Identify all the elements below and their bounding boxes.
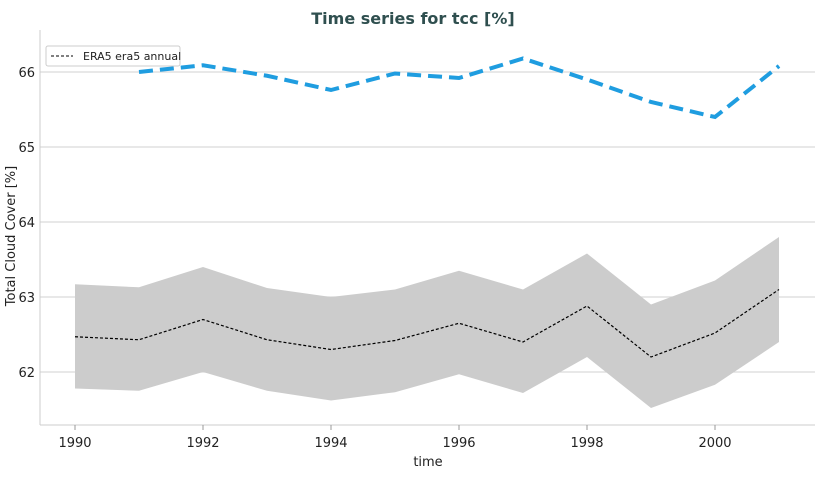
y-tick-label: 66 — [18, 66, 35, 81]
axes: 62 63 64 65 66 1990 1992 1994 1996 1998 2000 — [18, 30, 815, 451]
blue-dashed-line — [138, 56, 781, 120]
legend: ERA5 era5 annual — [45, 45, 181, 67]
era5-annual-line — [74, 289, 780, 358]
x-tick-label: 2000 — [698, 436, 731, 451]
x-tick-label: 1998 — [570, 436, 603, 451]
y-tick-label: 62 — [18, 366, 35, 381]
chart-title: Time series for tcc [%] — [311, 9, 514, 28]
y-axis-label: Total Cloud Cover [%] — [4, 166, 19, 307]
x-tick-label: 1996 — [442, 436, 475, 451]
y-tick-label: 63 — [18, 291, 35, 306]
x-tick-label: 1994 — [314, 436, 347, 451]
y-tick-label: 65 — [18, 141, 35, 156]
spread-band-area — [75, 237, 779, 408]
legend-box — [45, 45, 181, 67]
x-tick-label: 1992 — [186, 436, 219, 451]
series-lines — [74, 56, 781, 358]
spread-band — [75, 237, 779, 408]
legend-label: ERA5 era5 annual — [83, 50, 181, 63]
y-tick-label: 64 — [18, 216, 35, 231]
x-tick-label: 1990 — [58, 436, 91, 451]
x-axis-label: time — [413, 455, 442, 470]
